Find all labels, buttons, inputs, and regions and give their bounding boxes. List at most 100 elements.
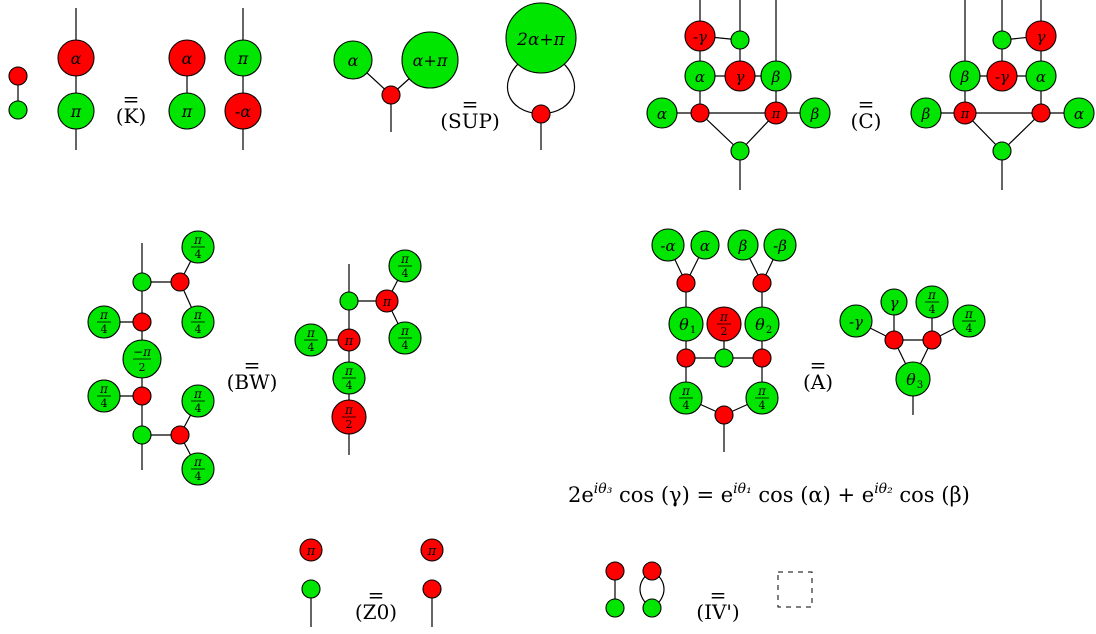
spider-green-two-alpha-plus-pi <box>505 2 577 74</box>
spider-red-small <box>642 561 662 581</box>
phase-denominator: 4 <box>966 322 973 335</box>
phase-denominator: 2 <box>139 361 146 374</box>
spider-green-beta <box>760 60 792 92</box>
phase-denominator: 4 <box>101 323 108 336</box>
phase-denominator: 2 <box>346 418 353 431</box>
spider-green-small <box>301 579 321 599</box>
phase-label: α <box>657 105 667 123</box>
rule-label-iv: (IV') <box>696 600 739 624</box>
spider-green-small <box>339 291 359 311</box>
spider-green-pi <box>57 92 95 130</box>
spider-green-quarter-pi: π 4 <box>332 361 366 395</box>
spider-red-small <box>676 273 696 293</box>
equals-sign: = <box>858 92 875 116</box>
spider-green-quarter-pi: π 4 <box>294 323 328 357</box>
spider-red-small <box>676 348 696 368</box>
spider-red-small <box>381 85 401 105</box>
rule-a-group: -α α β -β θ 1 π 2 θ 2 π <box>568 228 986 507</box>
phase-numerator: π <box>927 288 937 302</box>
spider-red-small <box>422 579 442 599</box>
spider-green-small <box>605 598 625 618</box>
phase-label: -α <box>660 237 675 255</box>
spider-red-small <box>1031 103 1051 123</box>
spider-green-small <box>642 598 662 618</box>
phase-label: β <box>960 68 970 86</box>
spider-green-small <box>714 348 734 368</box>
phase-label: -γ <box>995 68 1009 86</box>
phase-label: θ <box>755 315 765 334</box>
spider-red-pi <box>337 328 361 352</box>
spider-red-small <box>690 103 710 123</box>
phase-numerator: π <box>344 364 354 378</box>
spider-red-pi <box>299 538 323 562</box>
spider-green-theta3: θ 3 <box>895 361 931 397</box>
spider-red-small <box>752 273 772 293</box>
spider-green-pi <box>168 92 206 130</box>
phase-numerator: −π <box>133 345 152 359</box>
spider-green-quarter-pi: π 4 <box>181 384 215 418</box>
phase-label: α <box>700 237 710 255</box>
rule-label-a: (A) <box>803 370 833 394</box>
phase-denominator: 4 <box>101 397 108 410</box>
spider-red-neg-gamma <box>684 20 716 52</box>
spider-red-small <box>714 405 734 425</box>
phase-subscript: 3 <box>917 380 923 391</box>
phase-label: β <box>738 237 748 255</box>
phase-numerator: π <box>344 403 354 417</box>
spider-red-small <box>170 425 190 445</box>
phase-subscript: 2 <box>766 325 772 336</box>
phase-label: π <box>306 544 316 559</box>
phase-numerator: π <box>400 324 410 338</box>
spider-red-alpha <box>57 39 95 77</box>
spider-green-theta1: θ 1 <box>668 306 704 342</box>
phase-denominator: 4 <box>402 339 409 352</box>
spider-green-small <box>730 141 750 161</box>
phase-numerator: π <box>964 307 974 321</box>
phase-label: α+π <box>413 51 448 70</box>
spider-red-pi <box>764 101 788 125</box>
equals-sign: = <box>462 92 479 116</box>
spider-green-alpha <box>684 60 716 92</box>
phase-denominator: 4 <box>195 470 202 483</box>
spider-red-small <box>170 272 190 292</box>
spider-green-quarter-pi: π 4 <box>915 285 949 319</box>
phase-denominator: 4 <box>929 303 936 316</box>
phase-numerator: π <box>193 308 203 322</box>
spider-green-neg-half-pi: −π 2 <box>122 339 162 379</box>
spider-green-neg-gamma <box>839 304 873 338</box>
spider-red-small <box>132 386 152 406</box>
equals-sign: = <box>710 583 727 607</box>
spider-green-small <box>992 141 1012 161</box>
phase-label: -α <box>235 102 251 121</box>
rule-k-group: α π = (K) α π π -α <box>8 8 262 150</box>
phase-numerator: π <box>400 252 410 266</box>
phase-label: β <box>810 105 820 123</box>
spider-green-quarter-pi: π 4 <box>669 381 703 415</box>
phase-denominator: 4 <box>346 379 353 392</box>
phase-label: π <box>344 334 354 349</box>
phase-denominator: 4 <box>195 248 202 261</box>
phase-label: β <box>771 68 781 86</box>
spider-green-quarter-pi: π 4 <box>181 305 215 339</box>
empty-diagram-box <box>777 571 813 608</box>
phase-label: π <box>771 107 781 122</box>
phase-label: γ <box>1037 28 1046 46</box>
spider-green-small <box>992 30 1012 50</box>
phase-label: γ <box>890 294 899 312</box>
phase-label: π <box>382 295 392 310</box>
phase-label: α <box>695 68 705 86</box>
phase-denominator: 4 <box>195 402 202 415</box>
spider-red-pi <box>420 538 444 562</box>
spider-green-quarter-pi: π 4 <box>181 452 215 486</box>
phase-label: α <box>71 49 82 68</box>
phase-label: θ <box>679 315 689 334</box>
spider-red-neg-alpha <box>224 92 262 130</box>
spider-green-neg-beta <box>763 228 797 262</box>
spider-green-quarter-pi: π 4 <box>388 321 422 355</box>
phase-numerator: π <box>193 233 203 247</box>
equals-sign: = <box>810 353 827 377</box>
spider-green-alpha <box>690 230 720 260</box>
spider-red-small <box>605 561 625 581</box>
spider-red-small <box>8 66 28 86</box>
phase-label: π <box>70 102 82 121</box>
